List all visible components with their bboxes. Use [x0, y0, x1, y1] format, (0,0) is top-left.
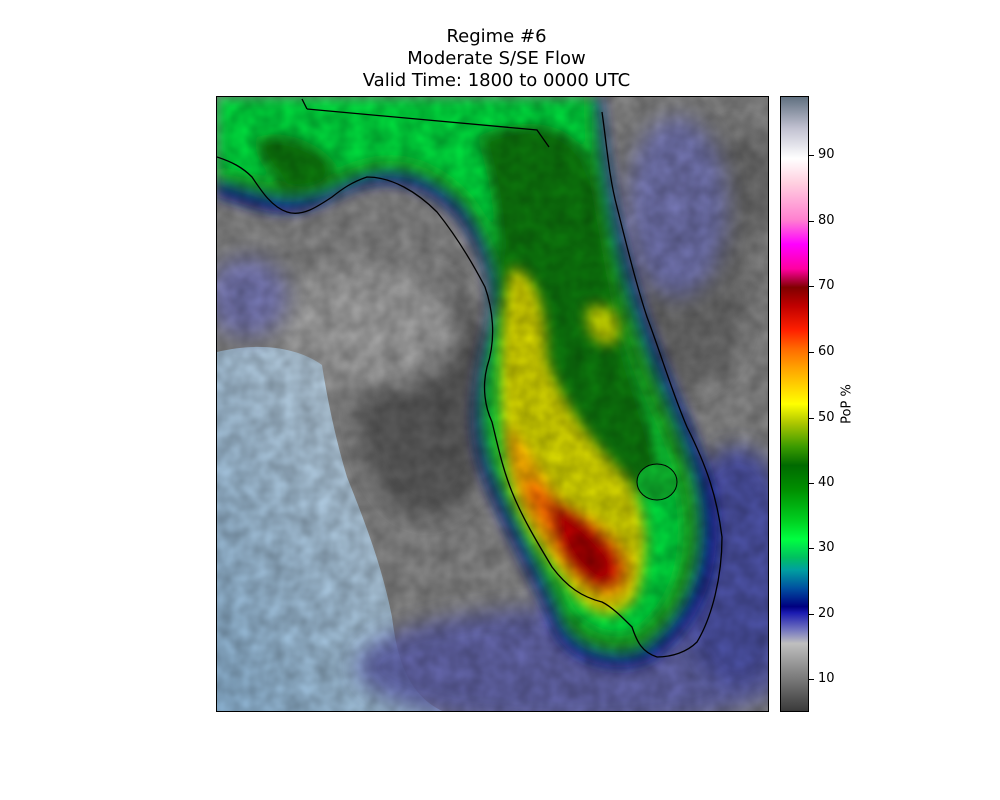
colorbar-gradient — [781, 97, 808, 711]
tick-label: 70 — [818, 278, 835, 293]
colorbar-label: PoP % — [839, 384, 855, 424]
pop-map-svg — [217, 97, 768, 711]
tick-label: 20 — [818, 606, 835, 621]
tick-60 — [809, 352, 814, 353]
tick-label: 10 — [818, 671, 835, 686]
title-line-2: Moderate S/SE Flow — [407, 48, 586, 69]
tick-label: 40 — [818, 475, 835, 490]
tick-50 — [809, 418, 814, 419]
title-line-3: Valid Time: 1800 to 0000 UTC — [362, 70, 631, 91]
tick-90 — [809, 155, 814, 156]
tick-20 — [809, 614, 814, 615]
tick-label: 30 — [818, 540, 835, 555]
coastline — [217, 98, 723, 658]
colorbar — [780, 96, 809, 712]
tick-30 — [809, 548, 814, 549]
title-line-1: Regime #6 — [446, 26, 547, 47]
map-title: Regime #6 Moderate S/SE Flow Valid Time:… — [216, 26, 777, 92]
pop-map — [216, 96, 769, 712]
tick-label: 90 — [818, 147, 835, 162]
tick-70 — [809, 286, 814, 287]
noise-texture — [217, 97, 768, 711]
tick-label: 80 — [818, 213, 835, 228]
tick-40 — [809, 483, 814, 484]
tick-80 — [809, 221, 814, 222]
tick-label: 50 — [818, 410, 835, 425]
tick-label: 60 — [818, 344, 835, 359]
tick-10 — [809, 679, 814, 680]
